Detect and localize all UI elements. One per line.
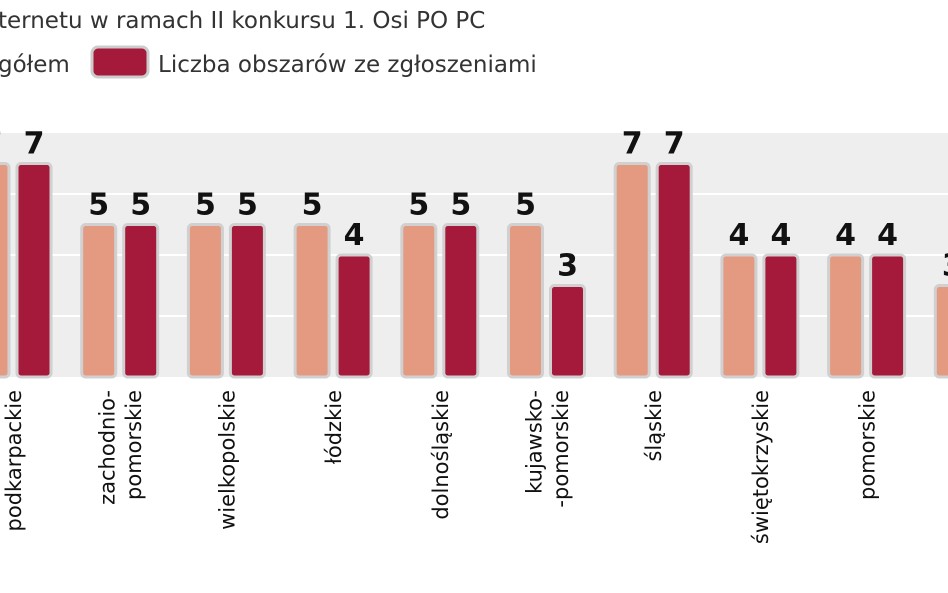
legend-label: Liczba obszarów ze zgłoszeniami xyxy=(158,52,537,78)
value-label: 7 xyxy=(664,127,685,162)
bar xyxy=(80,223,118,379)
legend-swatch xyxy=(90,45,150,79)
bar xyxy=(827,253,865,379)
value-label: 4 xyxy=(728,218,749,253)
value-label: 5 xyxy=(408,188,429,223)
bar xyxy=(335,253,373,379)
bar xyxy=(0,162,11,379)
bar xyxy=(933,284,948,379)
x-tick-label: podkarpackie xyxy=(2,390,26,531)
value-label: 3 xyxy=(942,249,948,284)
value-label: 4 xyxy=(877,218,898,253)
bar xyxy=(400,223,438,379)
value-label: 5 xyxy=(302,188,323,223)
value-label: 5 xyxy=(450,188,471,223)
value-label: 3 xyxy=(557,249,578,284)
bar xyxy=(228,223,266,379)
legend-label: gółem xyxy=(0,52,70,78)
bar xyxy=(186,223,224,379)
x-tick-label: zachodnio-pomorskie xyxy=(96,390,146,505)
bar xyxy=(122,223,160,379)
x-tick-label: kujawsko- -pomorskie xyxy=(523,390,573,508)
bar xyxy=(762,253,800,379)
bar xyxy=(15,162,53,379)
bar xyxy=(507,223,544,379)
value-label: 7 xyxy=(622,127,643,162)
value-label: 5 xyxy=(195,188,216,223)
value-label: 7 xyxy=(24,127,45,162)
x-tick-label: dolnośląskie xyxy=(429,390,453,520)
x-tick-label: wielkopolskie xyxy=(215,390,239,530)
bar xyxy=(613,162,651,379)
x-tick-label: łódzkie xyxy=(322,390,346,464)
value-label: 5 xyxy=(88,188,109,223)
value-label: 4 xyxy=(344,218,365,253)
bar xyxy=(720,253,758,379)
chart-title: ternetu w ramach II konkursu 1. Osi PO P… xyxy=(0,8,485,34)
x-tick-label: śląskie xyxy=(642,390,666,462)
bar xyxy=(549,284,586,379)
bar xyxy=(293,223,331,379)
x-tick-label: świętokrzyskie xyxy=(749,390,773,544)
value-label: 4 xyxy=(770,218,791,253)
x-tick-label: pomorskie xyxy=(856,390,880,500)
value-label: 7 xyxy=(0,127,2,162)
bar xyxy=(655,162,693,379)
bar xyxy=(442,223,480,379)
value-label: 5 xyxy=(130,188,151,223)
value-label: 4 xyxy=(835,218,856,253)
value-label: 5 xyxy=(237,188,258,223)
value-label: 5 xyxy=(515,188,536,223)
bar xyxy=(869,253,907,379)
